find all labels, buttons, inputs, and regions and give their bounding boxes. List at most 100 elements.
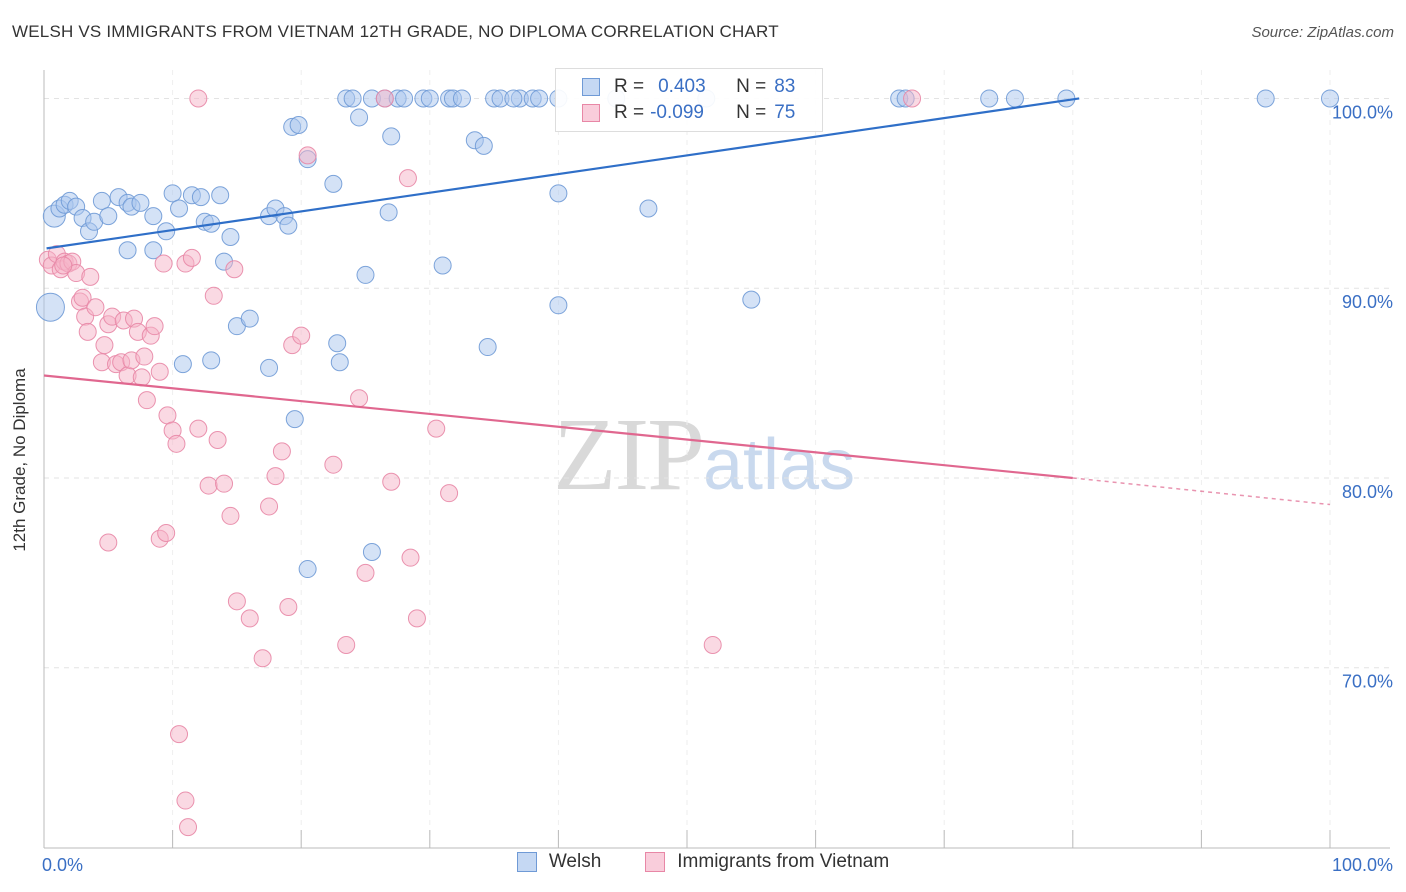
vietnam-point xyxy=(167,434,186,453)
vietnam-point xyxy=(215,474,234,493)
welsh-point xyxy=(1256,89,1275,108)
x-tick-label: 0.0% xyxy=(42,855,83,875)
vietnam-point xyxy=(199,476,218,495)
y-tick-label: 70.0% xyxy=(1342,672,1393,692)
welsh-point xyxy=(279,216,298,235)
vietnam-point xyxy=(240,609,259,628)
vietnam-point xyxy=(204,286,223,305)
legend-item-welsh[interactable]: Welsh xyxy=(516,851,602,873)
vietnam-point xyxy=(324,455,343,474)
r-value: 0.403 xyxy=(658,76,706,97)
n-label: N = xyxy=(736,102,767,123)
welsh-point xyxy=(1321,89,1339,108)
watermark-zip: ZIP xyxy=(553,397,705,512)
y-tick-label: 100.0% xyxy=(1332,102,1393,122)
vietnam-point xyxy=(356,563,375,582)
vietnam-point xyxy=(375,89,394,108)
vietnam-point xyxy=(157,524,176,543)
vietnam-point xyxy=(78,322,97,341)
chart-source: Source: ZipAtlas.com xyxy=(1251,24,1394,41)
vietnam-point xyxy=(182,248,201,267)
n-value: 83 xyxy=(774,76,796,97)
welsh-trend-line xyxy=(46,97,1080,250)
welsh-point xyxy=(260,358,279,377)
vietnam-point xyxy=(703,635,722,654)
welsh-point xyxy=(163,184,182,203)
vietnam-point xyxy=(221,506,240,525)
welsh-point xyxy=(452,89,471,108)
chart-title: WELSH VS IMMIGRANTS FROM VIETNAM 12TH GR… xyxy=(12,22,779,41)
welsh-point xyxy=(99,207,118,226)
vietnam-point xyxy=(73,288,92,307)
vietnam-point xyxy=(440,484,459,503)
welsh-point xyxy=(420,89,439,108)
vietnam-point xyxy=(154,254,173,273)
vietnam-point xyxy=(298,146,317,165)
welsh-point xyxy=(478,338,497,357)
y-axis-label: 12th Grade, No Diploma xyxy=(10,368,29,552)
vietnam-point xyxy=(99,533,118,552)
welsh-point xyxy=(382,127,401,146)
welsh-point xyxy=(221,227,240,246)
vietnam-point xyxy=(150,362,169,381)
welsh-point xyxy=(362,542,381,561)
vietnam-point xyxy=(189,89,208,108)
vietnam-trend-line xyxy=(43,374,1073,480)
vietnam-point xyxy=(158,406,177,425)
welsh-point xyxy=(639,199,658,218)
n-value: 75 xyxy=(774,102,796,123)
welsh-point xyxy=(202,351,221,370)
vietnam-point xyxy=(81,267,100,286)
vietnam-point xyxy=(382,472,401,491)
vietnam-point xyxy=(135,347,154,366)
vietnam-swatch xyxy=(582,104,600,122)
vietnam-trend-extension xyxy=(1072,477,1331,506)
welsh-point xyxy=(131,193,150,212)
welsh-point xyxy=(211,186,230,205)
vietnam-point xyxy=(407,609,426,628)
vietnam-point xyxy=(86,298,105,317)
n-label: N = xyxy=(736,76,767,97)
vietnam-point xyxy=(54,256,73,275)
welsh-point xyxy=(549,184,568,203)
welsh-point xyxy=(504,89,523,108)
r-label: R = xyxy=(614,76,645,97)
r-value: -0.099 xyxy=(650,102,704,123)
vietnam-point xyxy=(401,548,420,567)
welsh-point xyxy=(118,241,137,260)
legend-item-vietnam[interactable]: Immigrants from Vietnam xyxy=(645,851,889,873)
welsh-point xyxy=(191,188,210,207)
vietnam-point xyxy=(179,818,198,837)
vietnam-point xyxy=(272,442,291,461)
welsh-point xyxy=(395,89,414,108)
welsh-point xyxy=(474,136,493,155)
welsh-point xyxy=(92,191,111,210)
legend-row-welsh: R = 0.403 N = 83 xyxy=(556,74,795,100)
welsh-point xyxy=(549,296,568,315)
vietnam-point xyxy=(427,419,446,438)
welsh-point xyxy=(328,334,347,353)
vietnam-point xyxy=(266,467,285,486)
vietnam-point xyxy=(208,431,227,450)
vietnam-point xyxy=(260,497,279,516)
vietnam-legend-swatch xyxy=(645,852,666,872)
welsh-point xyxy=(530,89,549,108)
x-tick-label: 100.0% xyxy=(1332,855,1393,875)
correlation-legend: R = 0.403 N = 83 R = -0.099 N = 75 xyxy=(555,68,823,132)
welsh-point xyxy=(356,265,375,284)
welsh-point xyxy=(980,89,999,108)
welsh-swatch xyxy=(582,78,600,96)
welsh-point xyxy=(324,174,343,193)
welsh-point xyxy=(144,207,163,226)
vietnam-point xyxy=(95,336,114,355)
welsh-point xyxy=(240,309,259,328)
welsh-point xyxy=(1005,89,1024,108)
vietnam-point xyxy=(225,260,244,279)
y-tick-label: 90.0% xyxy=(1342,292,1393,312)
series-legend: Welsh Immigrants from Vietnam xyxy=(0,851,1406,873)
vietnam-point xyxy=(137,391,156,410)
welsh-point xyxy=(170,199,189,218)
welsh-legend-label: Welsh xyxy=(548,851,602,872)
legend-row-vietnam: R = -0.099 N = 75 xyxy=(556,100,795,126)
